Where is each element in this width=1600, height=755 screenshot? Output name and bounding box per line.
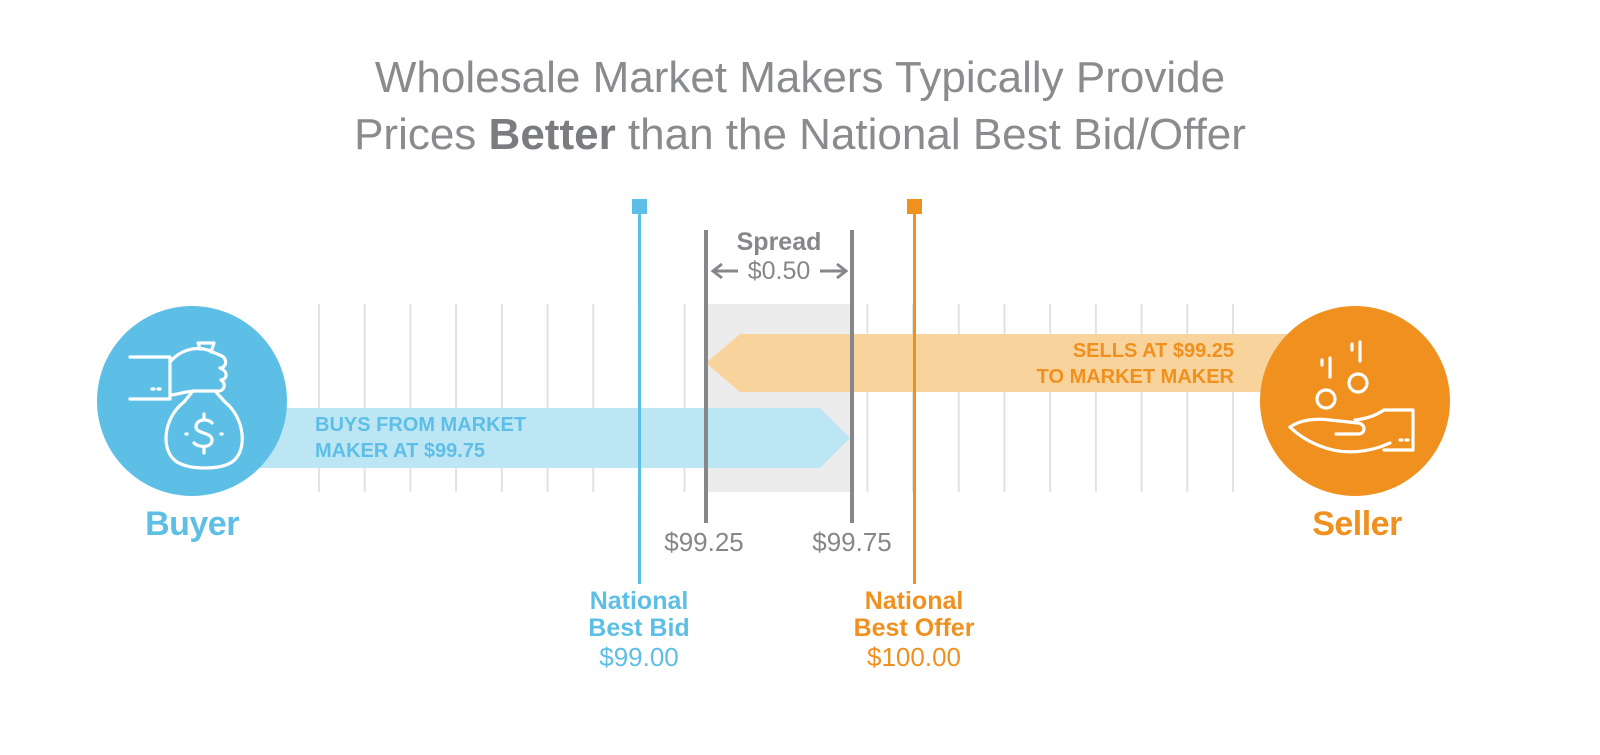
spread-label: Spread — [736, 228, 822, 256]
best-offer-line-1: National — [864, 587, 964, 615]
spread-low-price: $99.25 — [664, 527, 744, 557]
best-offer-marker — [907, 199, 922, 214]
money-bag-hand-icon — [128, 341, 244, 470]
title-line-2-start: Prices — [354, 110, 489, 159]
title-line-2-end: than the National Best Bid/Offer — [615, 110, 1246, 159]
title-line-2: Prices Better than the National Best Bid… — [0, 107, 1600, 163]
best-offer-price: $100.00 — [867, 642, 961, 672]
best-offer-line-2: Best Offer — [853, 614, 975, 642]
seller-arrow-text-line-1: SELLS AT $99.25 — [1072, 340, 1234, 362]
buyer-label: Buyer — [145, 505, 239, 543]
spread-high-price: $99.75 — [812, 527, 892, 557]
best-bid-line-1: National — [589, 587, 689, 615]
best-bid-marker — [632, 199, 647, 214]
best-bid-price: $99.00 — [599, 642, 679, 672]
buyer-arrow-text: BUYS FROM MARKET MAKER AT $99.75 — [315, 412, 526, 464]
coins-hand-icon — [1288, 340, 1415, 454]
title-line-1: Wholesale Market Makers Typically Provid… — [374, 53, 1226, 102]
best-bid-line-2: Best Bid — [588, 614, 690, 642]
title-emphasis: Better — [488, 110, 616, 159]
seller-circle — [1260, 306, 1450, 496]
seller-label: Seller — [1312, 505, 1402, 543]
national-best-offer-label: National Best Offer $100.00 — [853, 587, 975, 673]
seller-arrow-text: SELLS AT $99.25 TO MARKET MAKER — [1037, 338, 1234, 390]
buyer-arrow-text-line-2: MAKER AT $99.75 — [315, 440, 486, 462]
buyer-arrow-text-line-1: BUYS FROM MARKET — [315, 414, 527, 436]
buyer-arrow — [255, 408, 850, 468]
spread-arrow — [710, 262, 849, 280]
spread-value: $0.50 — [747, 257, 811, 285]
seller-arrow-text-line-2: TO MARKET MAKER — [1036, 366, 1234, 388]
national-best-bid-label: National Best Bid $99.00 — [588, 587, 690, 673]
